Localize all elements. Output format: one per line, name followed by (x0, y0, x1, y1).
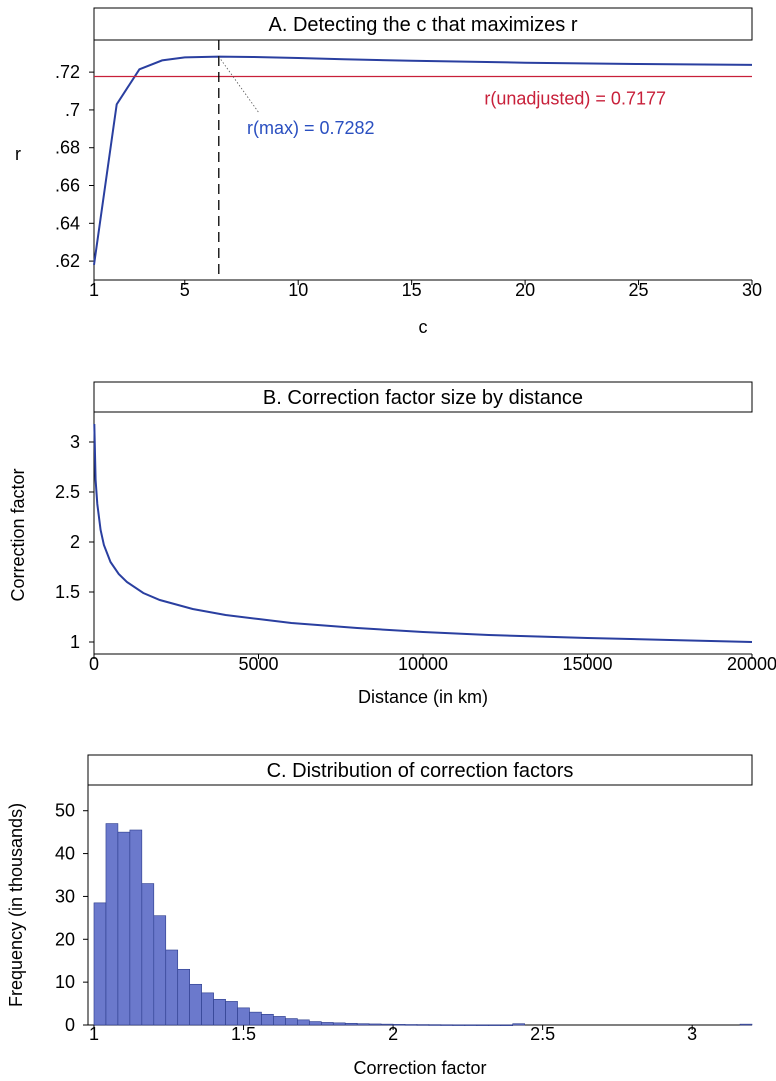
y-tick-label: .64 (55, 213, 80, 233)
x-tick-label: 15 (402, 280, 422, 300)
histogram-bar (189, 983, 202, 1026)
y-axis-label: Frequency (in thousands) (6, 803, 26, 1007)
histogram-bar (249, 1011, 262, 1026)
y-tick-label: 3 (70, 432, 80, 452)
y-tick-label: 40 (55, 844, 75, 864)
x-tick-label: 5 (180, 280, 190, 300)
histogram-bar (440, 1024, 454, 1026)
y-tick-label: 1 (70, 632, 80, 652)
x-axis-label: Distance (in km) (358, 687, 488, 707)
histogram-bar (153, 915, 167, 1026)
panel-c-chart: C. Distribution of correction factors 1 1.… (6, 754, 753, 1078)
histogram-bar (297, 1019, 310, 1026)
histogram-bar (320, 1022, 334, 1026)
histogram-bar (428, 1024, 442, 1026)
histogram-bar (500, 1024, 514, 1026)
histogram-bar (105, 823, 119, 1026)
x-tick-label: 20000 (727, 654, 776, 674)
x-axis-label: c (419, 317, 428, 337)
y-tick-label: 1.5 (55, 582, 80, 602)
x-tick-label: 30 (742, 280, 762, 300)
y-tick-label: .62 (55, 251, 80, 271)
y-tick-label: 20 (55, 929, 75, 949)
panel-b-chart: B. Correction factor size by distance 0 50… (8, 381, 776, 707)
panel-title-box (93, 381, 753, 413)
panel-title-box (87, 754, 753, 786)
histogram-bar (332, 1022, 346, 1026)
x-tick-label: 0 (89, 654, 99, 674)
panel-title: C. Distribution of correction factors (267, 760, 574, 782)
histogram-bar (452, 1024, 466, 1026)
y-tick-label: 30 (55, 886, 75, 906)
histogram-bar (177, 968, 190, 1026)
series-line (93, 55, 753, 266)
y-axis-label: r (15, 144, 21, 164)
series-line (93, 423, 753, 643)
annotation-leader (218, 56, 260, 113)
histogram-bar (739, 1023, 753, 1026)
y-tick-label: .66 (55, 176, 80, 196)
histogram-bar (141, 883, 155, 1026)
x-tick-label: 1 (89, 280, 99, 300)
histogram-bar (416, 1024, 430, 1026)
annotation-label: r(max) = 0.7282 (247, 118, 375, 138)
histogram-bar (488, 1024, 502, 1026)
y-tick-label: .7 (65, 100, 80, 120)
histogram-bar (213, 998, 226, 1026)
panel-title-box (93, 7, 753, 41)
histogram-bar (512, 1023, 525, 1026)
histogram-bar (344, 1022, 358, 1026)
histogram-bar (464, 1024, 478, 1026)
x-tick-label: 2 (388, 1024, 398, 1044)
y-tick-label: 10 (55, 972, 75, 992)
histogram-bar (309, 1021, 322, 1026)
y-tick-label: .68 (55, 138, 80, 158)
y-axis-label: Correction factor (8, 468, 28, 601)
x-tick-label: 1.5 (231, 1024, 256, 1044)
histogram-bar (261, 1013, 274, 1026)
panel-title: B. Correction factor size by distance (263, 387, 583, 409)
y-tick-label: 50 (55, 801, 75, 821)
histogram-bar (404, 1024, 418, 1026)
histogram-bar (225, 1001, 238, 1026)
x-axis-label: Correction factor (353, 1058, 486, 1078)
histogram-bar (129, 829, 143, 1026)
histogram-bar (237, 1007, 250, 1026)
y-tick-label: .72 (55, 62, 80, 82)
histogram-bar (273, 1016, 286, 1026)
x-tick-label: 2.5 (530, 1024, 555, 1044)
histogram-bar (285, 1018, 298, 1026)
histogram-bar (476, 1024, 490, 1026)
x-tick-label: 5000 (238, 654, 278, 674)
histogram-bar (201, 992, 214, 1026)
histogram-bar (356, 1023, 370, 1026)
x-tick-label: 3 (687, 1024, 697, 1044)
histogram-bar (165, 949, 179, 1026)
histogram-bar (392, 1024, 406, 1026)
panel-title: A. Detecting the c that maximizes r (268, 14, 577, 36)
reference-line-label: r(unadjusted) = 0.7177 (484, 88, 666, 108)
x-tick-label: 10000 (398, 654, 448, 674)
histogram-bar (380, 1023, 394, 1026)
x-tick-label: 20 (515, 280, 535, 300)
x-tick-label: 1 (89, 1024, 99, 1044)
y-tick-label: 2 (70, 532, 80, 552)
x-tick-label: 10 (288, 280, 308, 300)
x-tick-label: 15000 (562, 654, 612, 674)
histogram-bar (368, 1023, 382, 1026)
x-tick-label: 25 (629, 280, 649, 300)
y-tick-label: 0 (65, 1015, 75, 1035)
histogram-bar (117, 831, 131, 1026)
panel-a-chart: A. Detecting the c that maximizes r1 5 10 1… (15, 7, 762, 337)
y-tick-label: 2.5 (55, 482, 80, 502)
histogram-bar (93, 902, 107, 1026)
